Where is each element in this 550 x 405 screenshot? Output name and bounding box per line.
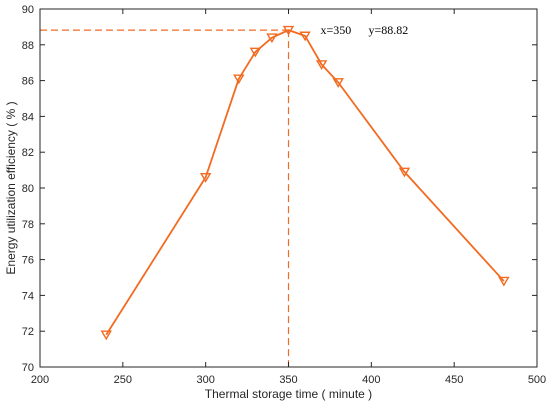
data-point-marker: [249, 47, 262, 58]
annotation-y-text: y=88.82: [369, 23, 409, 37]
data-point-marker: [398, 167, 411, 178]
x-tick-label: 500: [528, 374, 546, 386]
y-tick-label: 76: [22, 255, 34, 267]
y-tick-label: 70: [22, 362, 34, 374]
y-tick-label: 88: [22, 40, 34, 52]
x-tick-label: 350: [279, 374, 297, 386]
series-layer: [100, 25, 510, 341]
data-point-marker: [498, 276, 510, 287]
y-tick-label: 90: [22, 4, 34, 16]
y-axis-title: Energy utilization efficiency ( % ): [4, 101, 18, 274]
x-tick-label: 300: [196, 374, 214, 386]
x-tick-label: 450: [445, 374, 463, 386]
y-tick-label: 86: [22, 76, 34, 88]
peak-annotation: x=350 y=88.82: [321, 23, 409, 37]
y-tick-label: 82: [22, 147, 34, 159]
annotation-x-text: x=350: [321, 23, 352, 37]
x-axis-title: Thermal storage time ( minute ): [205, 387, 372, 401]
x-tick-label: 200: [31, 374, 49, 386]
data-point-marker: [100, 330, 112, 341]
data-point-marker: [332, 78, 344, 88]
data-point-marker: [315, 60, 328, 70]
axis-ticks: 200 250 300 350 400 450 500 70 72 74 76 78 80 82 84 86 8…: [22, 4, 546, 386]
data-point-marker: [199, 172, 212, 183]
data-point-marker: [299, 31, 311, 42]
y-tick-label: 74: [22, 290, 34, 302]
data-point-marker: [233, 74, 245, 85]
y-tick-label: 80: [22, 183, 34, 195]
x-tick-label: 250: [114, 374, 132, 386]
annotation-guides: [40, 29, 290, 367]
y-tick-label: 78: [22, 219, 34, 231]
y-tick-label: 72: [22, 326, 34, 338]
data-point-marker: [282, 25, 295, 36]
x-tick-label: 400: [362, 374, 380, 386]
y-tick-label: 84: [22, 111, 34, 123]
data-point-marker: [266, 33, 278, 44]
series-line: [105, 29, 505, 336]
